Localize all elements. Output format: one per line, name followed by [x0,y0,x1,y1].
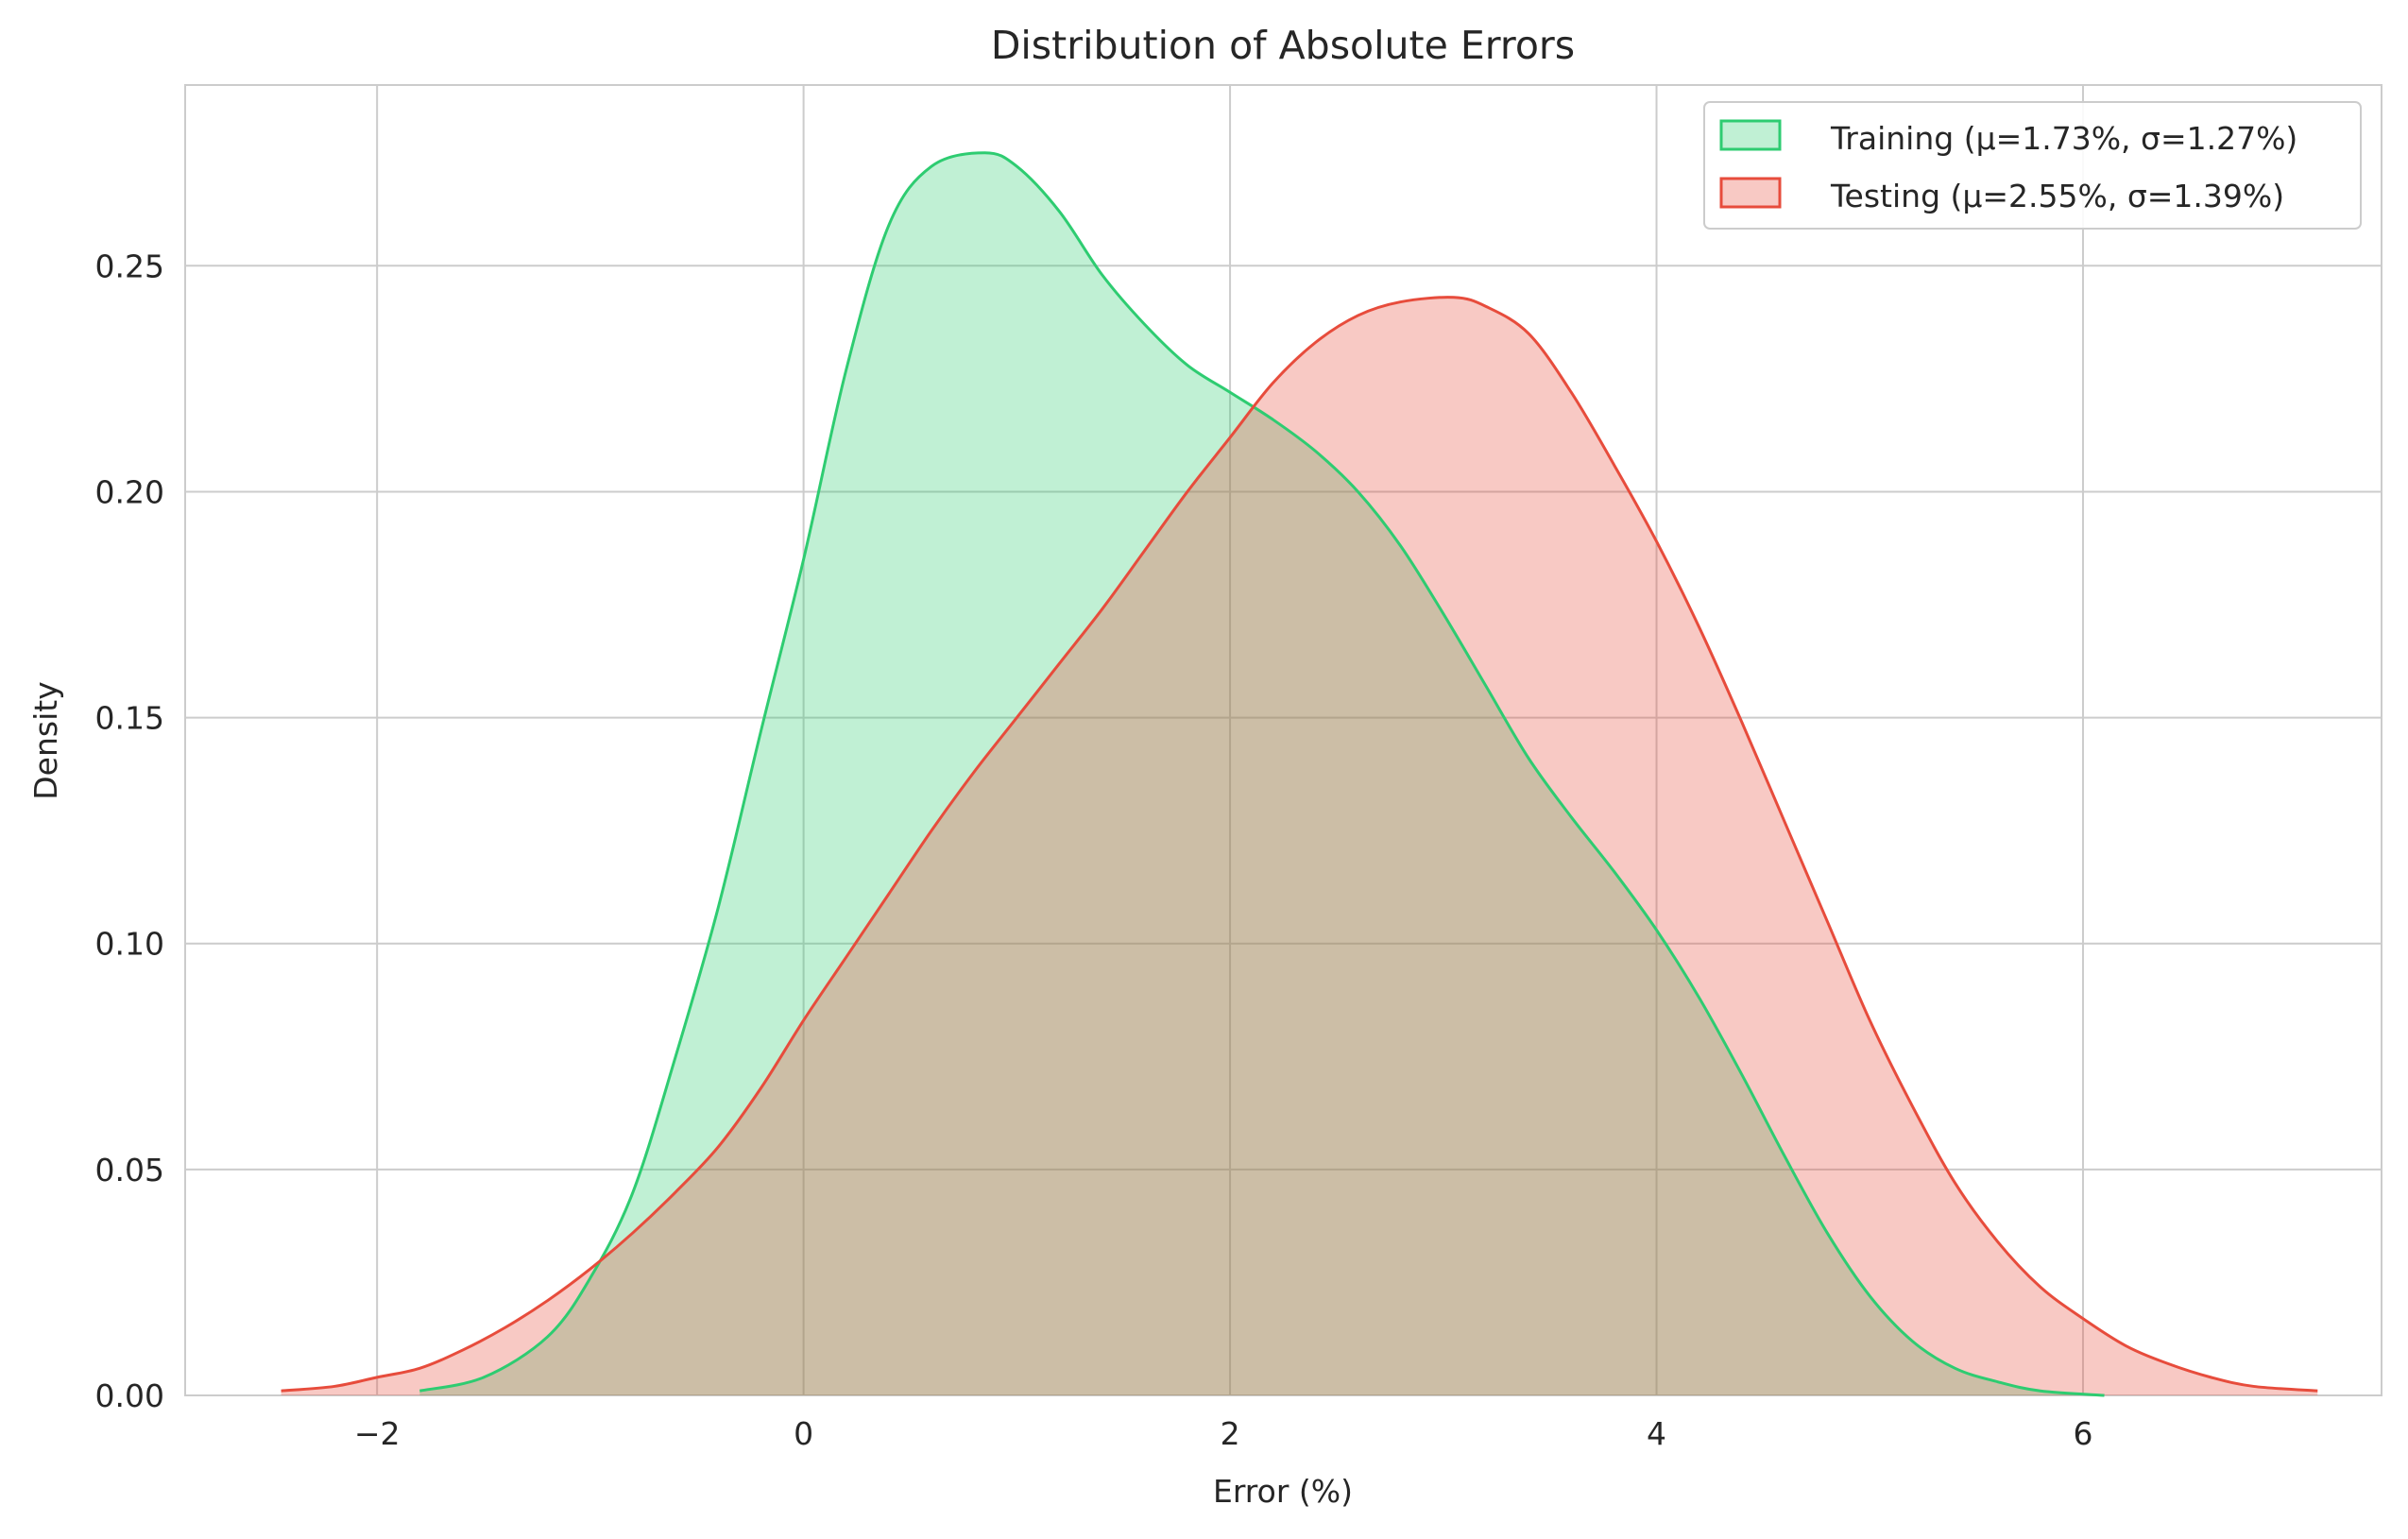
y-tick-label: 0.00 [95,1377,164,1414]
x-tick-label: 6 [2073,1415,2092,1452]
legend-label-training: Training (μ=1.73%, σ=1.27%) [1830,120,2297,157]
x-tick-label: −2 [354,1415,401,1452]
plot-background [184,84,2382,1396]
x-tick-label: 2 [1221,1415,1240,1452]
y-tick-label: 0.15 [95,700,164,737]
y-tick-labels: 0.00 0.05 0.10 0.15 0.20 0.25 [95,248,164,1414]
legend-label-testing: Testing (μ=2.55%, σ=1.39%) [1830,178,2284,214]
y-tick-label: 0.05 [95,1152,164,1188]
legend-swatch-training [1719,119,1782,151]
x-axis-label: Error (%) [1213,1473,1353,1510]
grid-lines [185,85,2382,1396]
legend-frame [1703,101,2362,230]
density-lines [281,151,2318,1397]
density-areas [281,152,2318,1396]
legend: Training (μ=1.73%, σ=1.27%) Testing (μ=2… [1703,101,2362,230]
x-tick-labels: −2 0 2 4 6 [354,1415,2093,1452]
y-axis-label: Density [27,681,64,799]
y-tick-label: 0.20 [95,473,164,510]
legend-swatch-testing [1719,177,1782,209]
density-line-training [418,151,2105,1397]
x-tick-label: 0 [794,1415,813,1452]
y-tick-label: 0.10 [95,926,164,963]
area-fill-training [419,152,2105,1396]
chart-title: Distribution of Absolute Errors [991,23,1575,68]
density-line-testing [281,296,2318,1393]
area-fill-testing [281,297,2318,1395]
x-tick-label: 4 [1647,1415,1666,1452]
y-tick-label: 0.25 [95,248,164,284]
